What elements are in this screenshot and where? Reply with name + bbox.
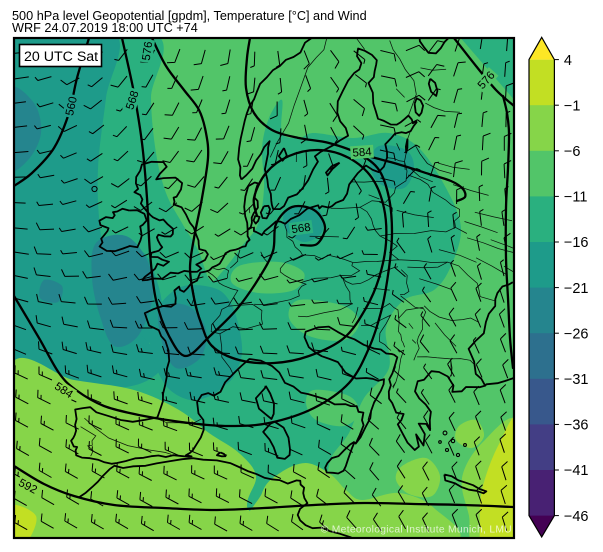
svg-text:560: 560 (64, 96, 80, 117)
svg-text:−41: −41 (564, 463, 589, 479)
svg-text:568: 568 (124, 89, 141, 111)
svg-text:568: 568 (291, 222, 312, 237)
svg-text:−16: −16 (564, 235, 589, 251)
svg-text:© Meteorological Institute Mun: © Meteorological Institute Munich, LMU (321, 525, 512, 536)
svg-text:−11: −11 (564, 190, 588, 206)
svg-text:576: 576 (141, 41, 156, 62)
svg-text:−6: −6 (564, 144, 581, 160)
svg-text:20 UTC Sat: 20 UTC Sat (24, 49, 98, 65)
svg-text:4: 4 (564, 53, 572, 69)
svg-text:−26: −26 (564, 326, 589, 342)
svg-text:−21: −21 (564, 281, 589, 297)
svg-text:−46: −46 (564, 509, 589, 525)
svg-text:584: 584 (352, 146, 373, 159)
svg-text:−36: −36 (564, 418, 589, 434)
svg-text:−31: −31 (564, 372, 589, 388)
svg-text:−1: −1 (564, 98, 581, 114)
